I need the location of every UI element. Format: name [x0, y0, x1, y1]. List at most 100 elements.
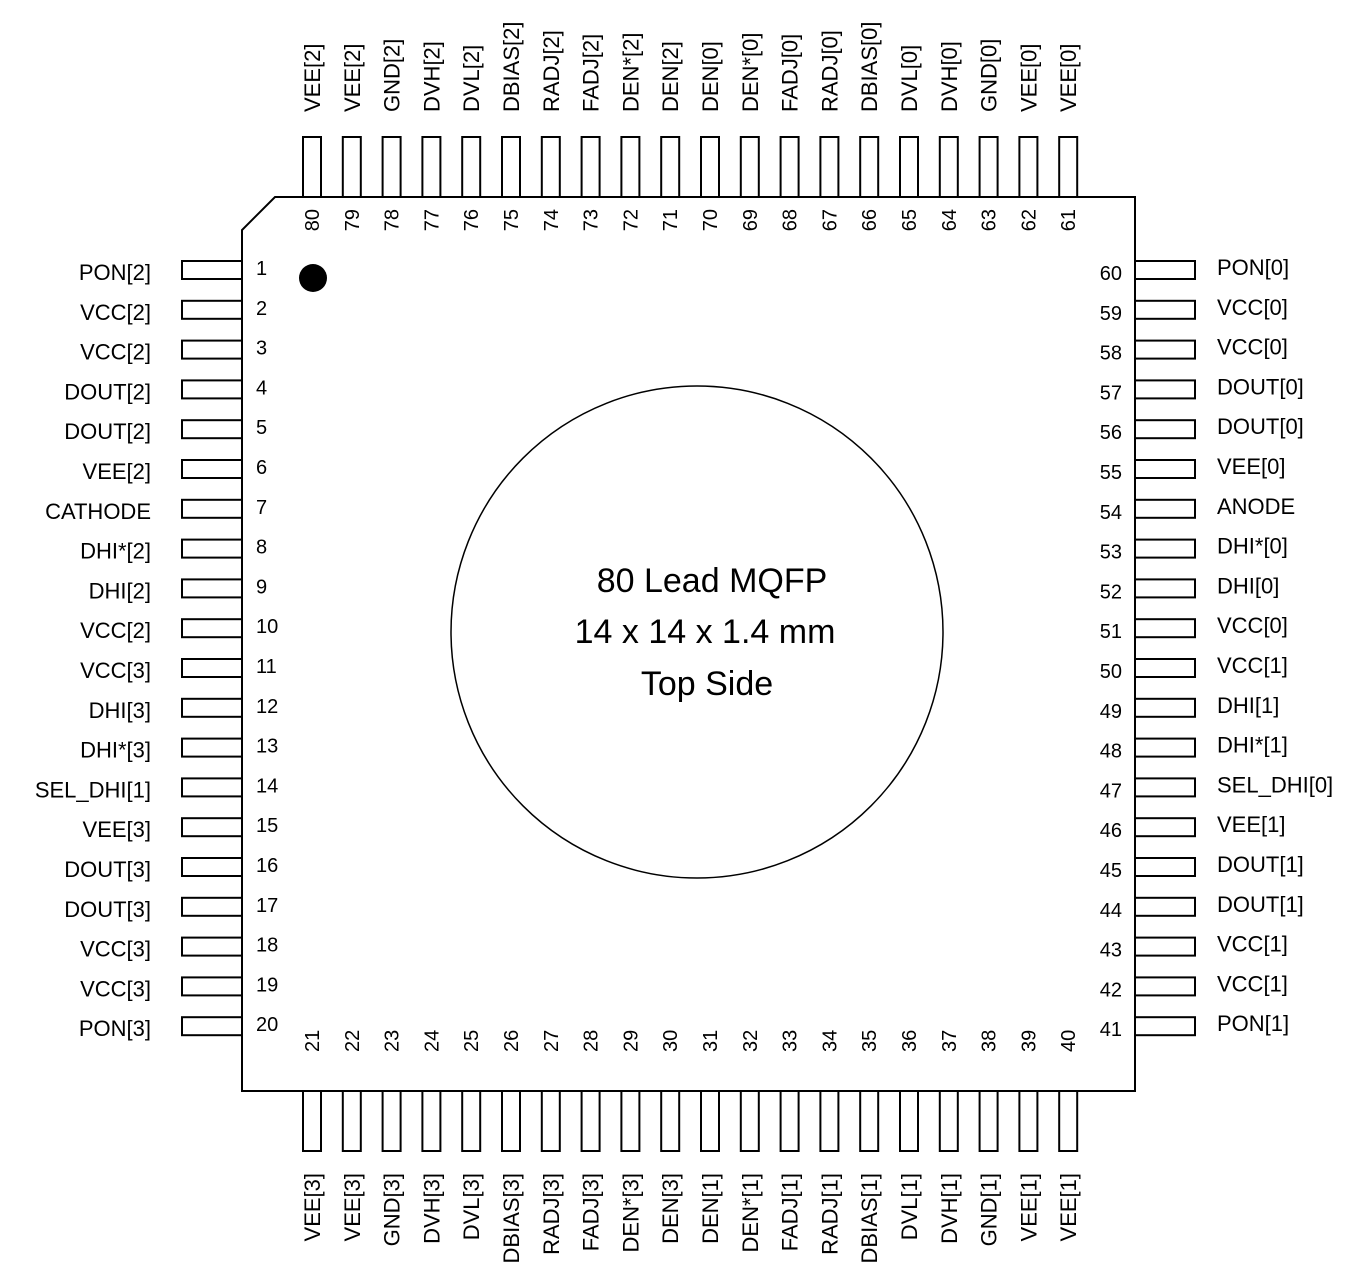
- pin-68-signal-label: FADJ[0]: [778, 34, 803, 112]
- pin-22-lead: [341, 1090, 362, 1152]
- pin-23-number: 23: [382, 1030, 404, 1052]
- pin-26-lead: [501, 1090, 521, 1152]
- pin-14-number: 14: [256, 775, 278, 797]
- pin-36-signal-label: DVL[1]: [897, 1173, 922, 1240]
- pin-52-signal-label: DHI[0]: [1217, 573, 1279, 598]
- pin-45-number: 45: [1100, 860, 1122, 882]
- pin-35-signal-label: DBIAS[1]: [857, 1173, 882, 1263]
- pin-20-number: 20: [256, 1014, 278, 1036]
- pin-57-number: 57: [1100, 382, 1122, 404]
- pin-38-number: 38: [979, 1030, 1001, 1052]
- package-center-circle: [450, 385, 944, 879]
- pin-46-signal-label: VEE[1]: [1217, 812, 1285, 837]
- pin-65-number: 65: [899, 209, 921, 231]
- pin-10-lead: [181, 618, 243, 639]
- pin-62-signal-label: VEE[0]: [1016, 44, 1041, 112]
- pin-33-signal-label: FADJ[1]: [778, 1173, 803, 1251]
- pin-42-number: 42: [1100, 979, 1122, 1001]
- pin-43-lead: [1134, 936, 1196, 957]
- pin-38-lead: [978, 1090, 999, 1152]
- pin-54-signal-label: ANODE: [1217, 494, 1295, 519]
- pin-78-number: 78: [382, 209, 404, 231]
- pin-2-number: 2: [256, 298, 267, 320]
- pin-48-lead: [1134, 737, 1196, 758]
- pin-6-lead: [181, 459, 243, 479]
- pin-23-lead: [381, 1090, 402, 1152]
- pin-6-signal-label: VEE[2]: [83, 459, 151, 484]
- pin-67-number: 67: [819, 209, 841, 231]
- pin-68-number: 68: [780, 209, 802, 231]
- pin-3-signal-label: VCC[2]: [80, 340, 151, 365]
- pin-58-lead: [1134, 339, 1196, 360]
- pin-65-signal-label: DVL[0]: [897, 45, 922, 112]
- pin-17-number: 17: [256, 895, 278, 917]
- pin-15-number: 15: [256, 815, 278, 837]
- pin-54-lead: [1134, 498, 1196, 519]
- pin-52-lead: [1134, 578, 1196, 599]
- pin-9-lead: [181, 578, 243, 599]
- pin-19-signal-label: VCC[3]: [80, 976, 151, 1001]
- pin-20-lead: [181, 1016, 243, 1037]
- pin-77-lead: [421, 136, 442, 198]
- pin-47-signal-label: SEL_DHI[0]: [1217, 772, 1333, 797]
- pin-59-number: 59: [1100, 303, 1122, 325]
- pin-16-number: 16: [256, 855, 278, 877]
- pin-39-number: 39: [1018, 1030, 1040, 1052]
- pin-49-lead: [1134, 697, 1196, 718]
- pin-60-signal-label: PON[0]: [1217, 255, 1289, 280]
- pin-78-lead: [381, 136, 402, 198]
- pin-49-signal-label: DHI[1]: [1217, 693, 1279, 718]
- pin-65-lead: [899, 136, 919, 198]
- pin-14-lead: [181, 777, 243, 798]
- pin-74-signal-label: RADJ[2]: [539, 30, 564, 112]
- pin-17-lead: [181, 896, 243, 917]
- pin-7-signal-label: CATHODE: [45, 499, 151, 524]
- pin-74-number: 74: [541, 209, 563, 231]
- pin-33-number: 33: [780, 1030, 802, 1052]
- right-pin-row: PON[0] 60 VCC[0] 59 VCC[0] 58 DOUT[0] 57 DOUT[0]…: [1100, 255, 1333, 1041]
- pin-45-signal-label: DOUT[1]: [1217, 852, 1304, 877]
- pin-53-signal-label: DHI*[0]: [1217, 534, 1288, 559]
- pin-30-lead: [660, 1090, 681, 1152]
- pin-46-number: 46: [1100, 820, 1122, 842]
- pin-70-number: 70: [700, 209, 722, 231]
- pin-50-lead: [1134, 658, 1196, 678]
- pin-57-lead: [1134, 379, 1196, 400]
- pin-19-lead: [181, 976, 243, 997]
- pin-10-signal-label: VCC[2]: [80, 618, 151, 643]
- pin-73-number: 73: [581, 209, 603, 231]
- pin-27-lead: [540, 1090, 561, 1152]
- pin-62-lead: [1018, 136, 1039, 198]
- top-pin-row: VEE[2] 80 VEE[2] 79 GND[2] 78 DVH[2] 77 DVL[2] 76…: [300, 22, 1081, 232]
- pin-13-lead: [181, 737, 243, 758]
- pin-44-signal-label: DOUT[1]: [1217, 892, 1304, 917]
- pin-14-signal-label: SEL_DHI[1]: [35, 777, 151, 802]
- pin-28-number: 28: [581, 1030, 603, 1052]
- pin-48-number: 48: [1100, 741, 1122, 763]
- pin-61-signal-label: VEE[0]: [1056, 44, 1081, 112]
- pin-50-signal-label: VCC[1]: [1217, 653, 1288, 678]
- pin-15-lead: [181, 817, 243, 838]
- pin-73-lead: [580, 136, 601, 198]
- pin-42-lead: [1134, 976, 1196, 997]
- pin-75-signal-label: DBIAS[2]: [499, 22, 524, 112]
- pin-76-lead: [461, 136, 482, 198]
- bottom-pin-row: VEE[3] 21 VEE[3] 22 GND[3] 23 DVH[3] 24 DVL[3] 25…: [300, 1030, 1081, 1264]
- pin-75-number: 75: [501, 209, 523, 231]
- pin-4-number: 4: [256, 377, 267, 399]
- pin-36-lead: [899, 1090, 919, 1152]
- pin-45-lead: [1134, 857, 1196, 877]
- pin-76-number: 76: [461, 209, 483, 231]
- pin-8-number: 8: [256, 537, 267, 559]
- pin-25-signal-label: DVL[3]: [459, 1173, 484, 1240]
- pin-51-signal-label: VCC[0]: [1217, 613, 1288, 638]
- pin-11-signal-label: VCC[3]: [80, 658, 151, 683]
- pin-28-signal-label: FADJ[3]: [579, 1173, 604, 1251]
- pin-32-signal-label: DEN*[1]: [738, 1173, 763, 1252]
- pin-30-number: 30: [660, 1030, 682, 1052]
- pin-25-number: 25: [461, 1030, 483, 1052]
- pin-1-lead: [181, 260, 243, 280]
- pin-7-lead: [181, 498, 243, 519]
- pin-21-lead: [302, 1090, 322, 1152]
